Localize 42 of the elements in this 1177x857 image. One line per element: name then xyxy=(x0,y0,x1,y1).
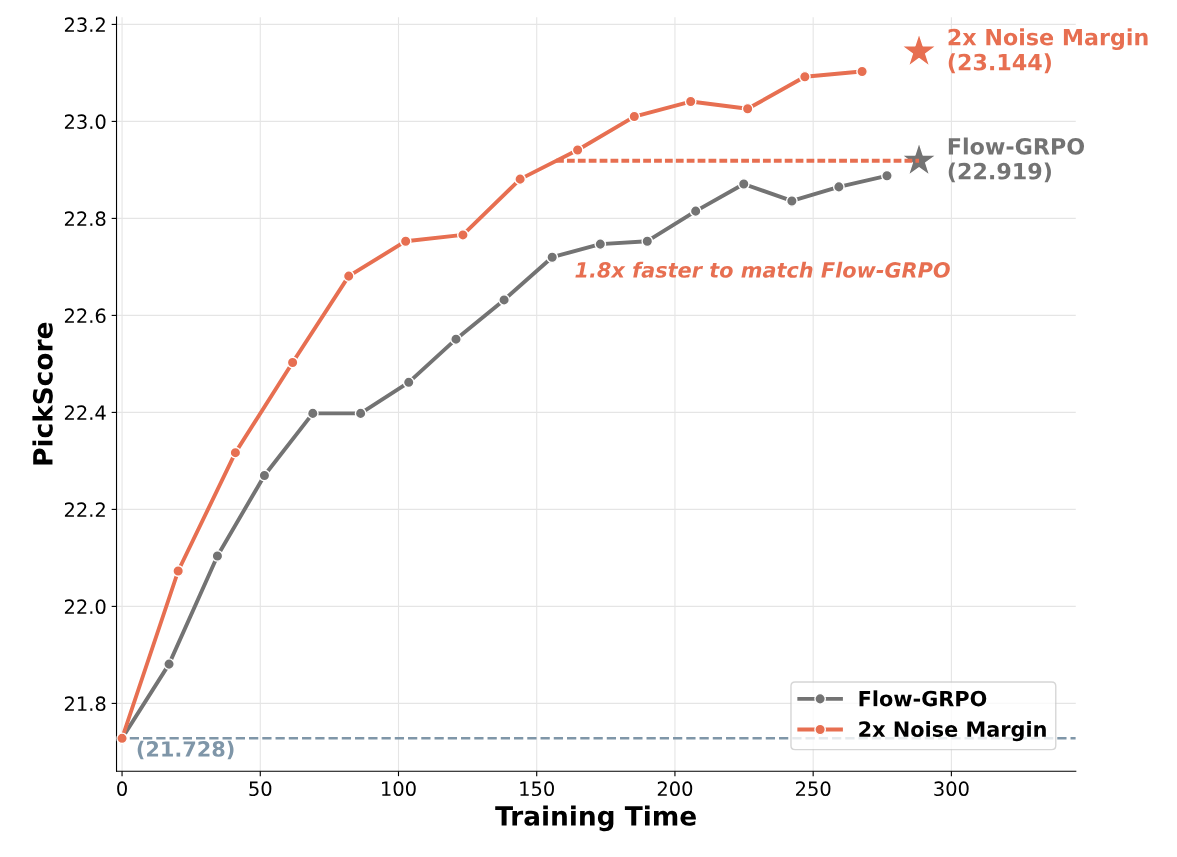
y-tick-label: 22.0 xyxy=(64,599,106,615)
x-tick-label: 0 xyxy=(117,781,127,797)
y-tick-label: 22.4 xyxy=(64,405,106,420)
x-tick-label: 50 xyxy=(249,781,272,797)
point xyxy=(641,235,654,248)
y-tick-label: 22.2 xyxy=(64,502,105,517)
annotation: 1.8x faster to match Flow-GRPO xyxy=(575,261,950,278)
legend-label: 2x Noise Margin xyxy=(859,720,1046,742)
point xyxy=(399,235,412,248)
y-tick-label: 23.2 xyxy=(64,17,105,33)
annotation: 2x Noise Margin (23.144) xyxy=(948,28,1148,74)
y-tick-label: 23.0 xyxy=(64,114,106,130)
point xyxy=(402,376,415,389)
point xyxy=(571,144,584,156)
x-axis-title: Training Time xyxy=(495,805,696,832)
x-tick-label: 150 xyxy=(520,781,554,797)
point xyxy=(163,658,175,671)
y-tick-label: 22.6 xyxy=(64,308,106,324)
point xyxy=(737,178,750,190)
point xyxy=(798,70,811,83)
point xyxy=(514,173,527,186)
point xyxy=(689,205,702,218)
point xyxy=(546,251,559,264)
legend-label: Flow-GRPO xyxy=(859,690,987,707)
point xyxy=(628,110,641,123)
y-tick-label: 21.8 xyxy=(64,696,106,712)
ref-line-label: (21.728) xyxy=(137,740,234,760)
point xyxy=(258,469,271,482)
point xyxy=(785,195,798,207)
x-tick-label: 250 xyxy=(796,781,831,797)
x-tick-label: 100 xyxy=(382,781,416,797)
point xyxy=(457,228,469,241)
point xyxy=(741,102,754,115)
x-tick-label: 300 xyxy=(934,781,969,797)
y-tick-label: 22.8 xyxy=(64,211,106,227)
point xyxy=(306,407,319,420)
point xyxy=(354,407,367,420)
x-tick-label: 200 xyxy=(657,781,693,797)
point xyxy=(450,333,462,346)
point xyxy=(594,238,607,251)
annotation: Flow-GRPO (22.919) xyxy=(948,137,1085,183)
y-axis-title: PickScore xyxy=(32,322,53,465)
